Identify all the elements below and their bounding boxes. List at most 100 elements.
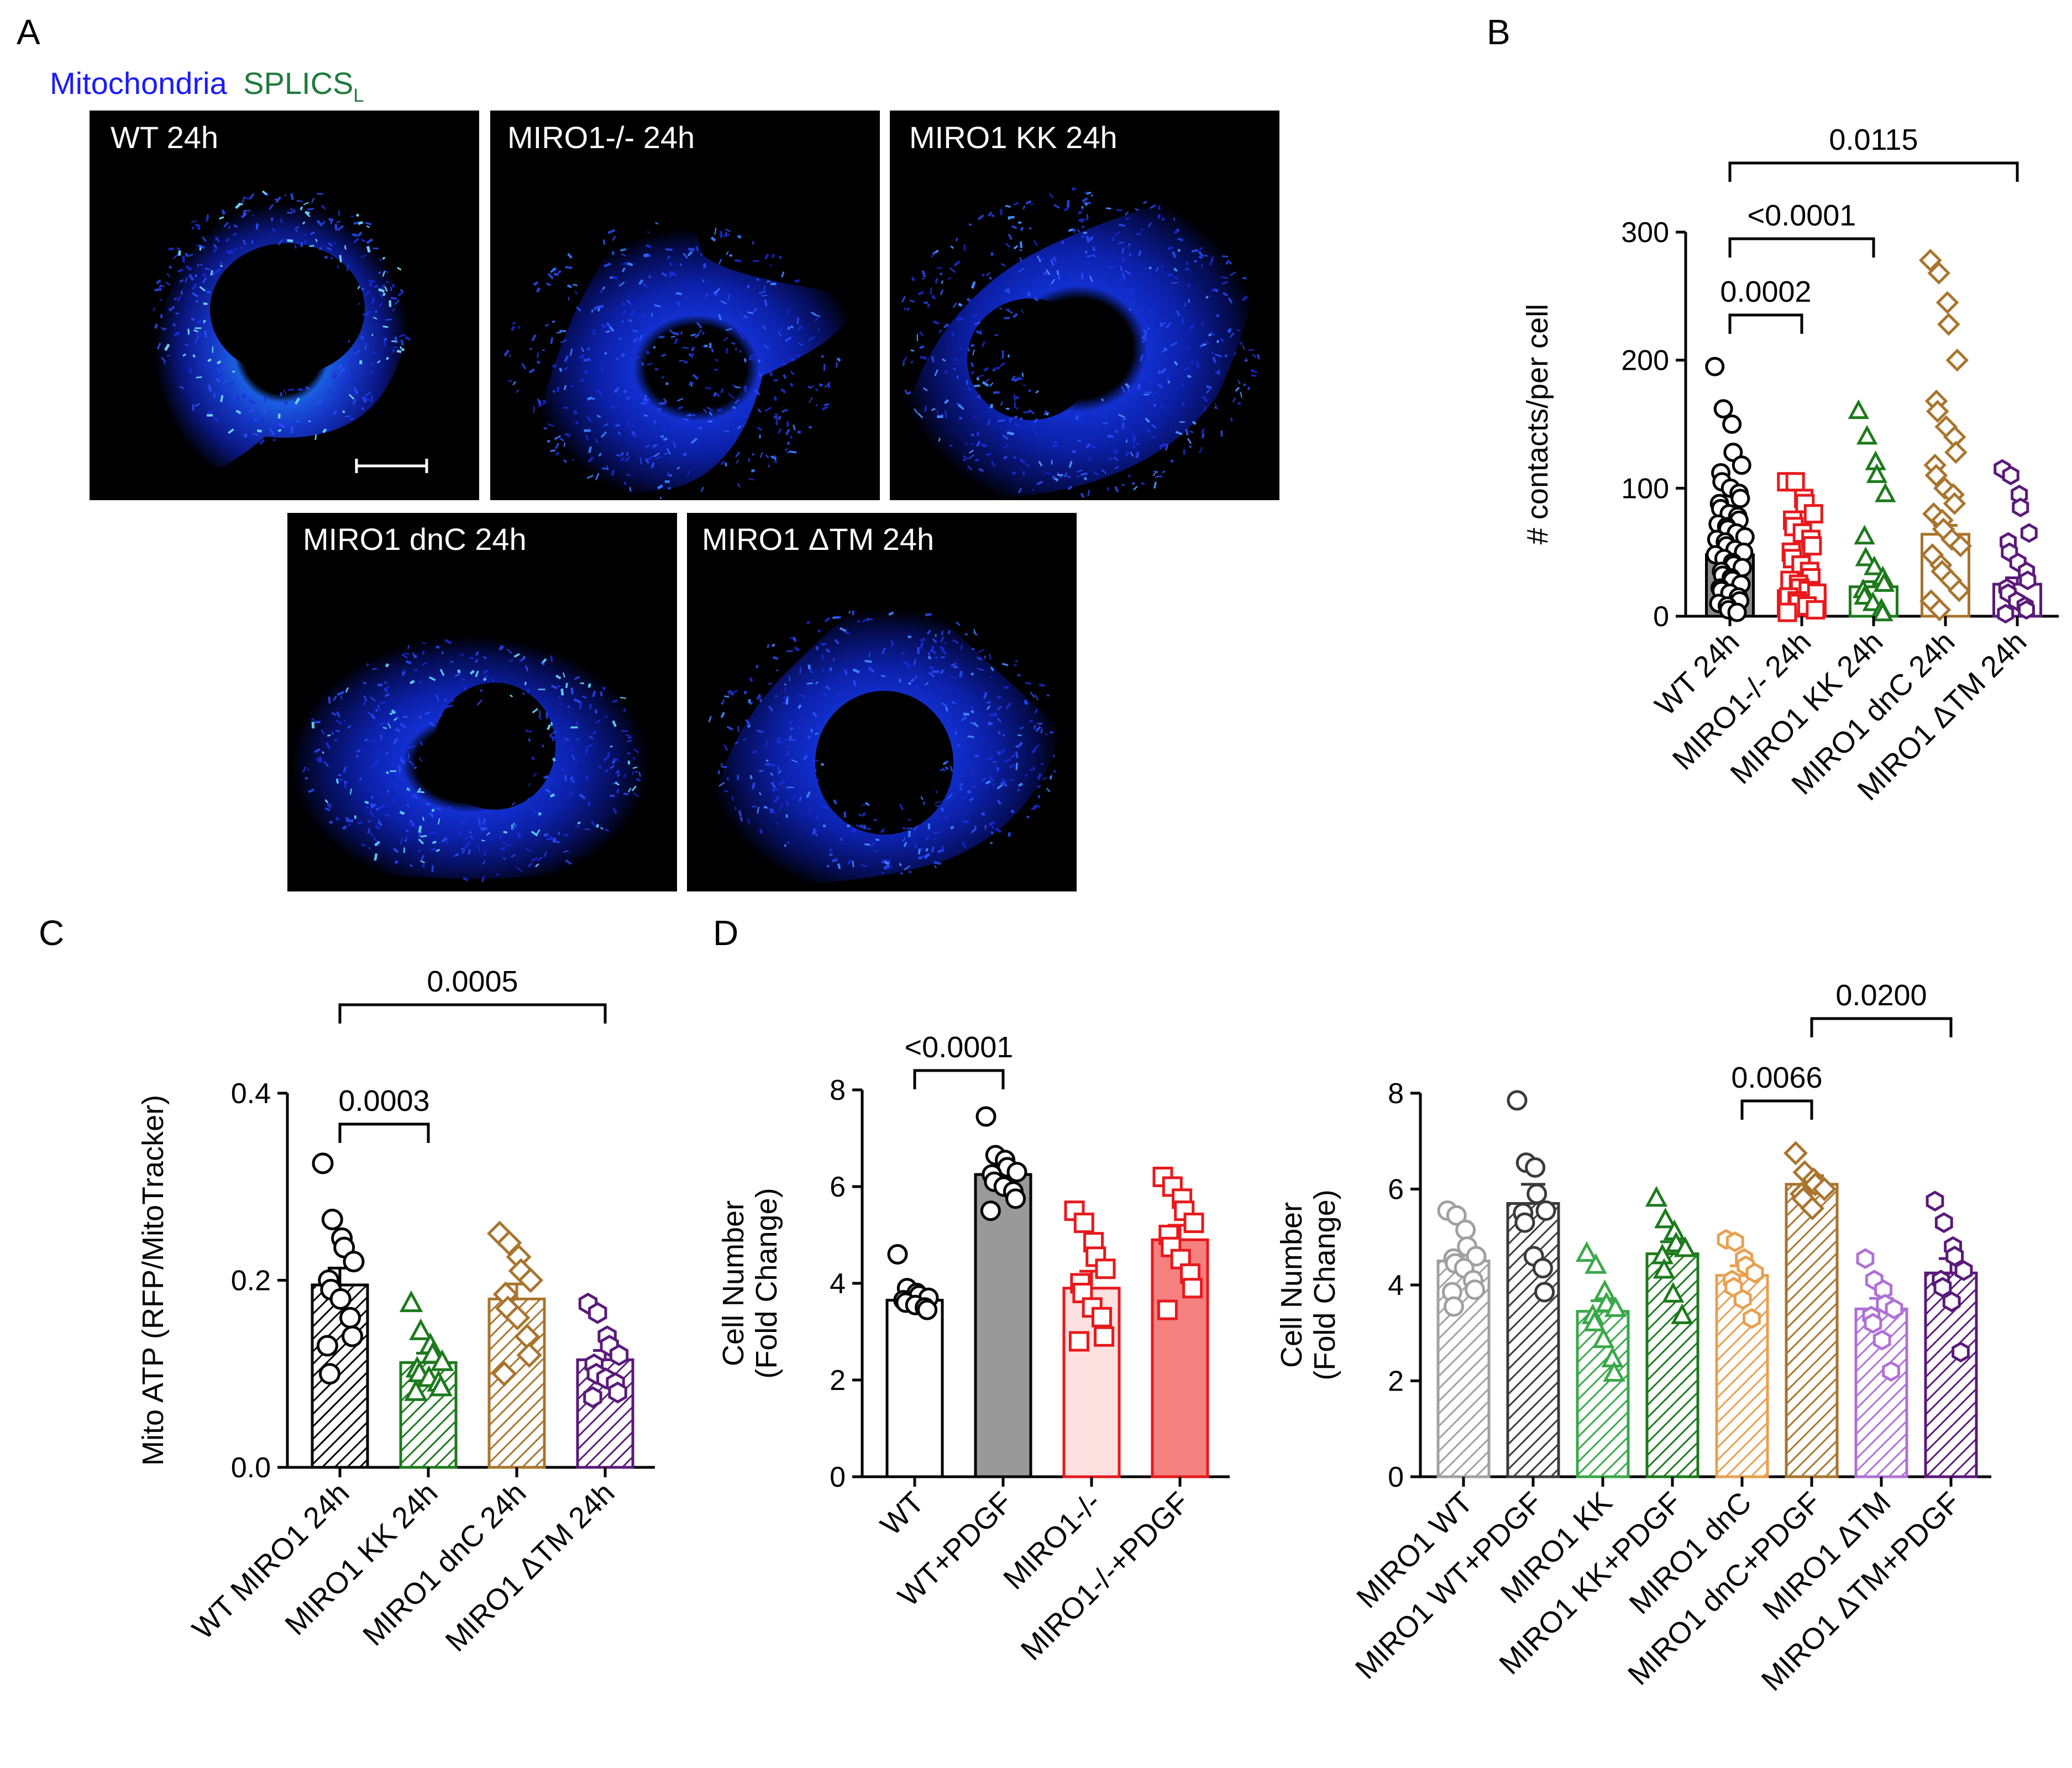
data-point <box>609 1344 629 1366</box>
data-point <box>1604 1296 1627 1317</box>
data-point <box>329 1288 352 1310</box>
x-tick-label: MIRO1 KK 24h <box>279 1476 444 1641</box>
y-tick-label: 0.2 <box>231 1265 271 1297</box>
data-point <box>319 1363 340 1385</box>
data-point <box>409 1318 433 1340</box>
micrograph-label: WT 24h <box>111 120 218 155</box>
significance-bracket <box>1810 1017 1953 1037</box>
data-point <box>1926 400 1949 423</box>
data-point <box>1926 1190 1944 1212</box>
significance-bracket <box>913 1069 1005 1089</box>
data-point <box>1872 601 1893 622</box>
y-tick-label: 0 <box>1653 601 1669 633</box>
data-point <box>980 1200 1001 1221</box>
data-point <box>1855 546 1876 566</box>
y-tick-label: 6 <box>1388 1174 1404 1206</box>
data-point <box>1954 1260 1973 1281</box>
data-point <box>316 1335 338 1357</box>
data-point <box>608 1381 627 1404</box>
data-point <box>917 1299 938 1320</box>
data-point <box>1507 1090 1528 1111</box>
data-point <box>421 1341 444 1364</box>
significance-bracket <box>1728 161 2019 182</box>
y-tick-label: 200 <box>1621 345 1669 377</box>
data-point <box>887 1244 908 1265</box>
data-point <box>1943 492 1966 515</box>
data-point <box>1727 602 1747 622</box>
data-point <box>1875 482 1896 502</box>
data-point <box>1924 464 1948 487</box>
data-point <box>975 1106 996 1127</box>
panel-label-c: C <box>39 913 64 953</box>
data-point <box>1848 399 1869 419</box>
data-point <box>404 1379 428 1401</box>
data-point <box>1937 313 1960 336</box>
data-point <box>1662 1282 1685 1303</box>
data-point <box>1928 598 1952 622</box>
data-point <box>1533 1258 1553 1279</box>
y-tick-label: 0 <box>830 1461 846 1493</box>
data-point <box>1068 1331 1089 1352</box>
y-tick-label: 8 <box>1388 1078 1404 1110</box>
data-point <box>1862 591 1884 611</box>
p-value-label: 0.0066 <box>1731 1061 1822 1094</box>
data-point <box>1157 1299 1178 1320</box>
micrograph-label: MIRO1 ΔTM 24h <box>702 522 934 557</box>
bar <box>885 1299 944 1478</box>
p-value-label: 0.0005 <box>427 965 518 998</box>
data-point <box>1583 1310 1606 1331</box>
data-point <box>2002 465 2019 486</box>
data-point <box>1514 1212 1535 1233</box>
data-point <box>1466 1246 1487 1267</box>
panel-a-legend: Mitochondria SPLICSL <box>50 66 364 106</box>
data-point <box>1785 472 1805 492</box>
y-tick-label: 0.0 <box>231 1452 271 1484</box>
significance-bracket <box>338 1003 607 1024</box>
svg-text:Mitochondria SPLICSL: Mitochondria SPLICSL <box>50 66 364 106</box>
data-point <box>342 1325 364 1347</box>
y-axis-label: Cell Number <box>717 1200 750 1366</box>
x-tick-label: MIRO1 dnC 24h <box>356 1476 532 1652</box>
data-point <box>430 1349 454 1371</box>
data-point <box>496 1230 522 1256</box>
y-tick-label: 2 <box>1388 1366 1404 1398</box>
micrograph-miro1-dnc: MIRO1 dnC 24h <box>287 513 677 891</box>
data-point <box>1444 1296 1464 1317</box>
data-point <box>1527 1183 1548 1204</box>
significance-bracket <box>1728 237 1875 258</box>
bar <box>1506 1202 1560 1478</box>
data-point <box>1866 463 1888 483</box>
data-point <box>1935 291 1959 314</box>
p-value-label: 0.0115 <box>1829 123 1918 156</box>
data-point <box>1073 1213 1094 1234</box>
data-point <box>1725 1231 1744 1252</box>
data-point <box>1722 415 1742 434</box>
legend-splics-subscript: L <box>353 85 364 106</box>
micrograph-wt: WT 24h <box>90 111 479 500</box>
significance-bracket <box>1740 1099 1813 1120</box>
data-point <box>1949 534 1973 558</box>
data-point <box>1882 1361 1900 1382</box>
micrograph-miro1-ko: MIRO1-/- 24h <box>490 111 880 500</box>
data-point <box>1705 356 1725 376</box>
x-tick-label: WT MIRO1 24h <box>186 1476 356 1646</box>
data-point <box>1092 1307 1112 1328</box>
data-point <box>1592 1327 1615 1349</box>
micrograph-label: MIRO1 KK 24h <box>909 120 1118 155</box>
micrograph-label: MIRO1-/- 24h <box>507 120 695 155</box>
y-axis-label-2: (Fold Change) <box>750 1188 783 1378</box>
data-point <box>1927 261 1950 285</box>
y-tick-label: 4 <box>1388 1269 1404 1302</box>
data-point <box>1585 1253 1607 1274</box>
data-point <box>1653 1258 1676 1279</box>
data-point <box>583 1386 602 1408</box>
y-axis-label-2: (Fold Change) <box>1308 1189 1341 1380</box>
data-point <box>1948 579 1971 602</box>
data-point <box>1745 1262 1764 1284</box>
data-point <box>1525 1157 1546 1178</box>
data-point <box>1854 524 1875 545</box>
data-point <box>1671 1303 1693 1324</box>
